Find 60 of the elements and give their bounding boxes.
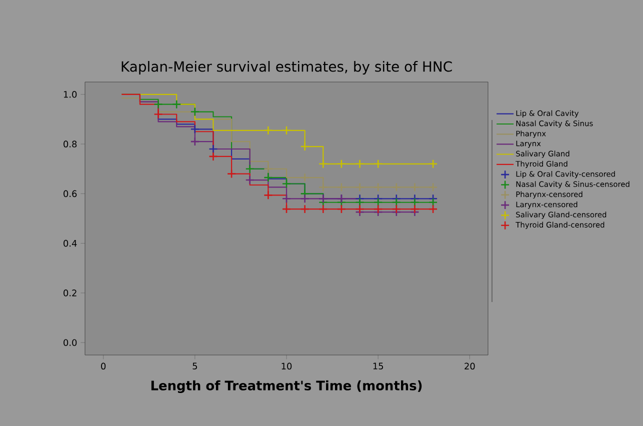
point xyxy=(428,198,438,207)
point xyxy=(300,172,310,182)
y-tick-label: 0.6 xyxy=(64,190,77,198)
point xyxy=(373,182,383,192)
x-tick-label: 10 xyxy=(282,362,292,370)
point xyxy=(355,182,364,192)
x-tick-label: 20 xyxy=(464,362,475,370)
y-tick-label: 0.4 xyxy=(64,240,77,247)
point xyxy=(336,204,346,214)
point xyxy=(428,204,438,214)
point xyxy=(410,198,420,207)
point xyxy=(336,182,346,192)
point xyxy=(410,182,420,192)
point xyxy=(300,204,310,214)
point xyxy=(208,144,218,154)
point xyxy=(282,194,292,204)
point xyxy=(245,175,255,185)
point xyxy=(410,204,420,214)
x-tick-label: 15 xyxy=(373,362,384,370)
point xyxy=(282,204,292,214)
chart-title: Kaplan-Meier survival estimates, by site of HNC xyxy=(122,61,452,75)
point xyxy=(190,124,200,134)
x-axis-title: Length of Treatment's Time (months) xyxy=(151,380,422,394)
point xyxy=(373,198,383,207)
point xyxy=(264,172,273,182)
point xyxy=(190,136,200,146)
point xyxy=(172,100,182,109)
point xyxy=(154,100,163,109)
point xyxy=(245,164,255,174)
point xyxy=(392,198,402,207)
point xyxy=(355,204,364,214)
point xyxy=(264,190,273,200)
point xyxy=(190,107,200,116)
point xyxy=(264,126,273,136)
point xyxy=(318,204,328,214)
point xyxy=(226,169,236,178)
point xyxy=(428,182,438,192)
point xyxy=(355,159,364,169)
point xyxy=(300,142,310,152)
point xyxy=(264,164,273,174)
y-tick-label: 0.0 xyxy=(64,339,77,346)
point xyxy=(355,198,364,207)
point xyxy=(154,110,163,119)
point xyxy=(318,182,328,192)
point xyxy=(336,159,346,169)
point xyxy=(392,204,402,214)
point xyxy=(373,159,383,169)
point xyxy=(318,159,328,169)
y-tick-label: 0.2 xyxy=(64,290,76,296)
y-tick-label: 0.8 xyxy=(64,140,77,148)
point xyxy=(373,204,383,214)
point xyxy=(282,179,292,188)
point xyxy=(208,152,218,162)
point xyxy=(282,126,292,136)
point xyxy=(392,182,402,192)
point xyxy=(300,194,310,204)
point xyxy=(428,159,438,169)
y-tick-label: 1.0 xyxy=(64,91,77,98)
x-tick-label: 0 xyxy=(101,362,106,370)
x-tick-label: 5 xyxy=(192,362,197,370)
